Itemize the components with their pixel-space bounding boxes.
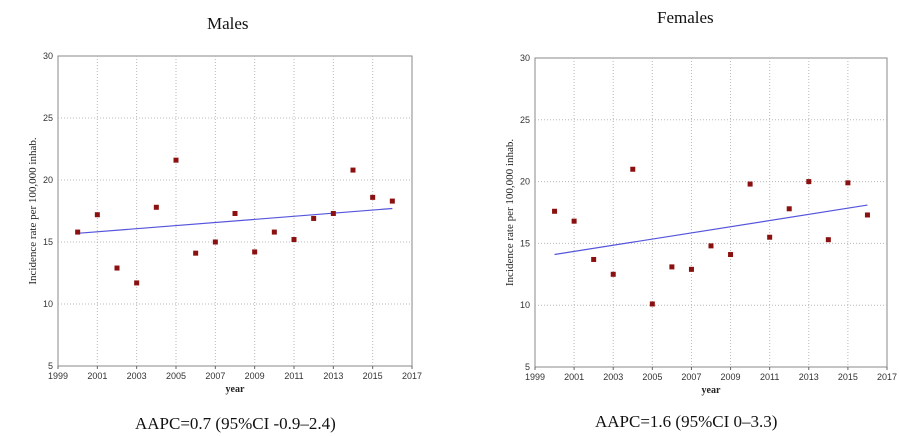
x-tick-label: 2007 — [681, 372, 701, 382]
data-point — [630, 166, 636, 172]
data-point — [649, 301, 655, 307]
y-tick-label: 10 — [520, 300, 530, 310]
trend-line — [554, 204, 868, 256]
y-tick-label: 15 — [43, 237, 53, 247]
x-tick-label: 2011 — [760, 372, 779, 382]
males-chart-panel: Males 5 10 15 20 25 30 1999 2001 2003 2005 2007 200… — [27, 14, 422, 433]
x-tick-label: 2003 — [127, 371, 147, 381]
x-tick-label: 2009 — [721, 372, 741, 382]
data-point — [94, 212, 100, 218]
data-point — [591, 256, 597, 262]
data-point — [232, 210, 238, 216]
males-scatter-plot: 5 10 15 20 25 30 1999 2001 2003 2005 2007 2009 2011 2… — [27, 51, 422, 395]
x-tick-label: 2005 — [642, 372, 662, 382]
y-tick-label: 30 — [43, 51, 53, 61]
x-tick-label: 2013 — [799, 372, 819, 382]
x-tick-label: 1999 — [525, 372, 545, 382]
data-point — [193, 250, 199, 256]
data-point — [350, 167, 356, 173]
data-point — [747, 181, 753, 187]
x-tick-label: 2015 — [838, 372, 858, 382]
chart-title: Males — [207, 14, 249, 33]
y-tick-label: 25 — [43, 113, 53, 123]
data-point — [389, 198, 395, 204]
data-point — [173, 157, 179, 163]
data-point — [271, 229, 277, 235]
data-point — [114, 265, 120, 271]
x-tick-label: 2011 — [284, 371, 303, 381]
data-point — [311, 215, 317, 221]
x-tick-label: 2001 — [87, 371, 107, 381]
chart-title: Females — [657, 8, 714, 27]
data-point — [212, 239, 218, 245]
data-point — [75, 229, 81, 235]
data-point — [767, 234, 773, 240]
data-point — [134, 280, 140, 286]
x-tick-label: 2013 — [323, 371, 343, 381]
data-point — [864, 212, 870, 218]
y-tick-label: 30 — [520, 53, 530, 63]
chart-caption: AAPC=1.6 (95%CI 0–3.3) — [595, 412, 778, 431]
x-tick-label: 2015 — [363, 371, 383, 381]
data-point — [728, 252, 734, 258]
x-tick-label: 2007 — [205, 371, 225, 381]
x-axis-title: year — [702, 385, 721, 396]
y-tick-label: 5 — [48, 361, 53, 371]
x-tick-label: 2001 — [564, 372, 584, 382]
data-point — [291, 237, 297, 243]
trend-line — [77, 207, 393, 234]
data-point — [571, 218, 577, 224]
y-tick-label: 5 — [525, 362, 530, 372]
data-point — [845, 180, 851, 186]
data-point — [708, 243, 714, 249]
data-point — [252, 249, 258, 255]
plot-area — [534, 57, 888, 368]
y-tick-label: 25 — [520, 115, 530, 125]
x-tick-label: 2017 — [402, 371, 422, 381]
females-chart-panel: Females 5 10 15 20 25 30 1999 2001 2003 2005 2007 2… — [450, 0, 899, 436]
data-point — [610, 271, 616, 277]
y-tick-label: 20 — [43, 175, 53, 185]
x-axis-title: year — [226, 384, 245, 395]
y-tick-label: 20 — [520, 177, 530, 187]
data-point — [552, 208, 558, 214]
data-point — [153, 204, 159, 210]
data-point — [330, 210, 336, 216]
females-scatter-plot: 5 10 15 20 25 30 1999 2001 2003 2005 2007 2009 2011 2… — [504, 53, 897, 396]
data-point — [825, 237, 831, 243]
data-point — [669, 264, 675, 270]
y-tick-label: 15 — [520, 238, 530, 248]
data-point — [786, 206, 792, 212]
data-point — [688, 266, 694, 272]
y-axis-title: Incidence rate per 100,000 inhab. — [504, 139, 516, 286]
x-tick-label: 2017 — [877, 372, 897, 382]
y-axis-title: Incidence rate per 100,000 inhab. — [27, 137, 39, 284]
y-tick-label: 10 — [43, 299, 53, 309]
data-point — [806, 179, 812, 185]
data-point — [370, 194, 376, 200]
x-tick-label: 2003 — [603, 372, 623, 382]
x-tick-label: 2009 — [245, 371, 265, 381]
x-tick-label: 1999 — [48, 371, 68, 381]
x-tick-label: 2005 — [166, 371, 186, 381]
chart-caption: AAPC=0.7 (95%CI -0.9–2.4) — [135, 414, 336, 433]
